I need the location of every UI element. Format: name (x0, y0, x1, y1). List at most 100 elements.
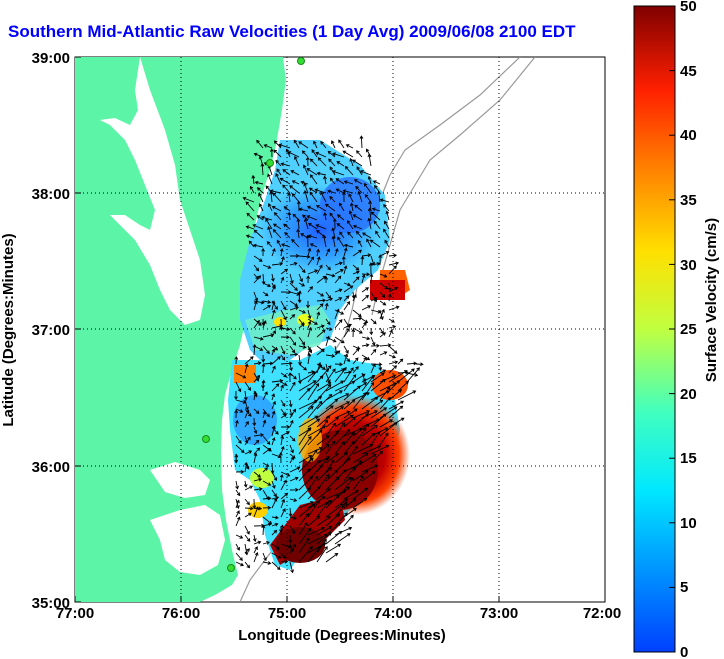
velocity-arrow (316, 538, 327, 554)
velocity-arrow (272, 229, 282, 239)
velocity-arrow (343, 408, 358, 419)
velocity-arrow (308, 223, 318, 230)
velocity-arrow (294, 155, 300, 167)
velocity-arrow (280, 445, 285, 455)
station-marker (227, 564, 235, 572)
velocity-arrow (244, 534, 251, 542)
velocity-arrow (271, 393, 276, 401)
velocity-arrow (253, 452, 258, 464)
velocity-arrow (343, 327, 350, 338)
velocity-arrow (307, 318, 318, 325)
velocity-arrow (342, 191, 346, 203)
velocity-arrow (253, 229, 264, 239)
velocity-arrow (388, 360, 399, 365)
velocity-arrow (343, 507, 357, 518)
velocity-arrow (271, 330, 276, 338)
velocity-arrow (271, 348, 276, 356)
velocity-arrow (352, 413, 369, 428)
velocity-arrow (271, 561, 281, 571)
velocity-arrow (352, 366, 359, 374)
velocity-arrow (298, 387, 311, 401)
velocity-arrow (388, 329, 393, 338)
velocity-arrow (361, 396, 379, 410)
colorbar-tick-label: 0 (680, 644, 688, 659)
velocity-arrow (324, 302, 329, 311)
velocity-arrow (271, 262, 284, 266)
velocity-arrow (307, 320, 312, 329)
velocity-arrow (343, 323, 352, 329)
station-marker (202, 435, 210, 443)
velocity-arrow (325, 335, 330, 347)
velocity-arrow (289, 435, 296, 442)
velocity-arrow (369, 273, 374, 284)
velocity-arrow (253, 439, 260, 446)
velocity-arrow (267, 173, 273, 185)
station-marker (266, 159, 274, 167)
velocity-arrow (262, 282, 272, 288)
velocity-arrow (289, 381, 296, 392)
velocity-arrow (348, 193, 354, 203)
velocity-arrow (298, 207, 309, 212)
velocity-arrow (334, 288, 343, 293)
velocity-arrow (379, 198, 390, 203)
velocity-arrow (288, 399, 293, 408)
velocity-arrow (252, 417, 257, 427)
velocity-arrow (280, 399, 286, 407)
velocity-arrow (262, 419, 267, 428)
velocity-arrow (361, 432, 376, 446)
velocity-arrow (370, 297, 378, 302)
y-tick-label: 37:00 (32, 322, 70, 339)
velocity-arrow (373, 220, 381, 230)
velocity-arrow (235, 543, 240, 551)
velocity-arrow (388, 380, 401, 392)
velocity-arrow (307, 269, 319, 275)
velocity-arrow (334, 275, 342, 284)
velocity-arrow (307, 515, 321, 527)
velocity-arrow (388, 400, 405, 410)
velocity-arrow (235, 444, 245, 454)
velocity-arrow (289, 476, 299, 482)
velocity-arrow (372, 180, 381, 185)
velocity-arrow (280, 492, 289, 500)
velocity-arrow (306, 205, 318, 212)
velocity-arrow (343, 367, 354, 383)
velocity-arrow (261, 363, 266, 374)
velocity-arrow (271, 379, 284, 383)
velocity-arrow (359, 170, 372, 176)
velocity-arrow (289, 300, 299, 307)
velocity-arrow (316, 248, 320, 257)
velocity-arrow (343, 427, 363, 437)
velocity-arrow (335, 178, 345, 185)
velocity-arrow (317, 157, 327, 167)
velocity-arrow (343, 399, 356, 410)
velocity-arrow (316, 362, 322, 374)
velocity-arrow (289, 345, 296, 354)
velocity-arrow (234, 390, 238, 401)
velocity-arrow (352, 357, 359, 365)
y-tick-label: 38:00 (32, 186, 70, 203)
velocity-arrow (253, 487, 263, 491)
velocity-arrow (314, 188, 327, 194)
velocity-field (228, 140, 410, 570)
velocity-arrow (307, 309, 312, 320)
velocity-arrow (253, 374, 261, 383)
velocity-arrow (361, 424, 378, 437)
velocity-arrow (307, 326, 312, 338)
velocity-arrow (271, 309, 276, 320)
velocity-arrow (301, 150, 309, 158)
colorbar-tick-label: 40 (680, 127, 697, 144)
velocity-arrow (289, 487, 299, 492)
velocity-arrow (330, 140, 336, 149)
velocity-arrow (334, 297, 343, 302)
velocity-arrow (352, 427, 367, 446)
velocity-arrow (307, 382, 320, 401)
velocity-arrow (325, 368, 336, 383)
velocity-arrow (289, 498, 298, 502)
velocity-arrow (289, 273, 294, 284)
velocity-arrow (329, 195, 336, 203)
velocity-arrow (298, 527, 312, 545)
velocity-arrow (258, 203, 264, 212)
velocity-arrow (387, 282, 392, 292)
velocity-arrow (253, 426, 258, 435)
velocity-arrow (329, 177, 336, 185)
